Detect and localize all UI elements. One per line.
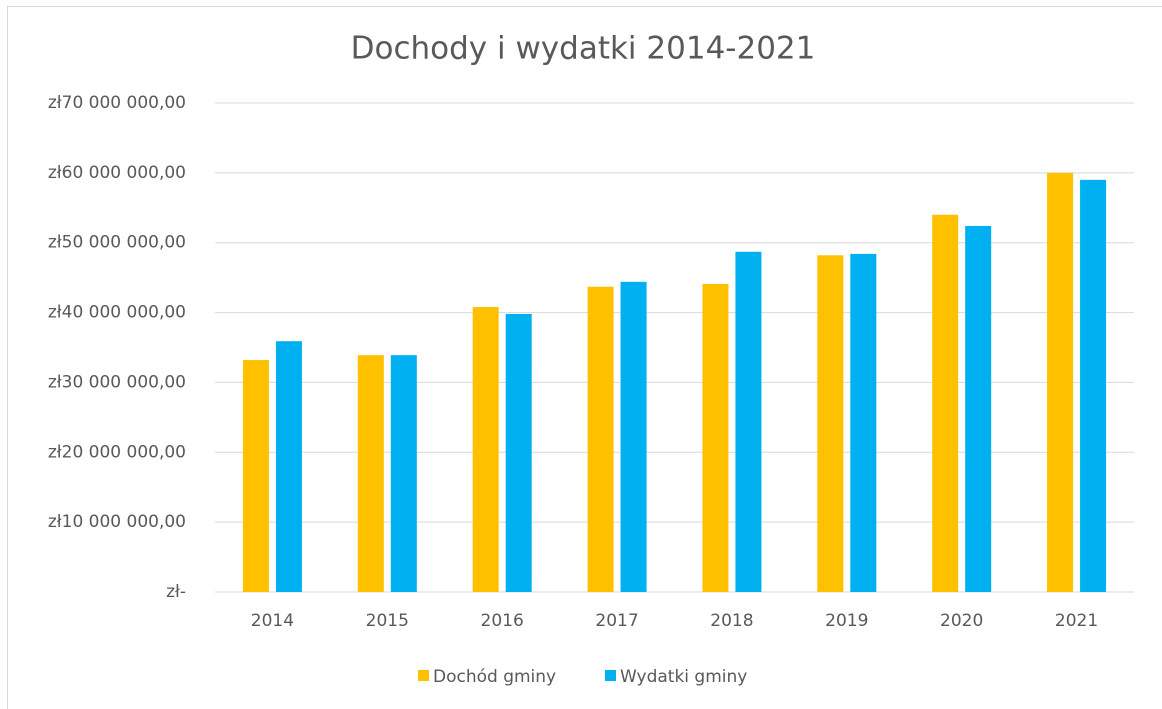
x-tick-label: 2021	[1055, 611, 1098, 631]
bar	[850, 253, 877, 593]
legend-swatch	[418, 670, 429, 681]
y-tick-label: zł40 000 000,00	[48, 303, 186, 323]
legend-label: Dochód gminy	[433, 667, 556, 687]
x-tick-label: 2017	[595, 611, 638, 631]
x-tick-label: 2015	[366, 611, 409, 631]
x-tick-label: 2016	[481, 611, 524, 631]
y-tick-label: zł10 000 000,00	[48, 512, 186, 532]
bar	[932, 214, 959, 592]
bar	[275, 341, 302, 592]
legend-label: Wydatki gminy	[620, 667, 747, 687]
legend-swatch	[605, 670, 616, 681]
bar	[965, 225, 992, 592]
bar	[357, 355, 384, 592]
chart-title: Dochody i wydatki 2014-2021	[351, 31, 816, 67]
bar	[735, 251, 762, 592]
x-tick-label: 2018	[710, 611, 753, 631]
bar	[242, 360, 269, 592]
bar	[1080, 179, 1107, 593]
y-tick-label: zł20 000 000,00	[48, 442, 186, 462]
x-tick-label: 2019	[825, 611, 868, 631]
bar	[817, 255, 844, 592]
bar	[390, 355, 417, 592]
bar	[587, 286, 614, 592]
y-tick-label: zł30 000 000,00	[48, 372, 186, 392]
x-tick-label: 2014	[251, 611, 294, 631]
bar	[1047, 172, 1074, 592]
y-tick-label: zł50 000 000,00	[48, 233, 186, 253]
y-tick-label: zł60 000 000,00	[48, 163, 186, 183]
bar	[620, 281, 647, 592]
bar	[472, 306, 499, 592]
bar	[702, 283, 729, 592]
x-tick-label: 2020	[940, 611, 983, 631]
y-tick-label: zł70 000 000,00	[48, 93, 186, 113]
bar	[505, 313, 532, 592]
y-tick-label: zł-	[166, 582, 186, 602]
